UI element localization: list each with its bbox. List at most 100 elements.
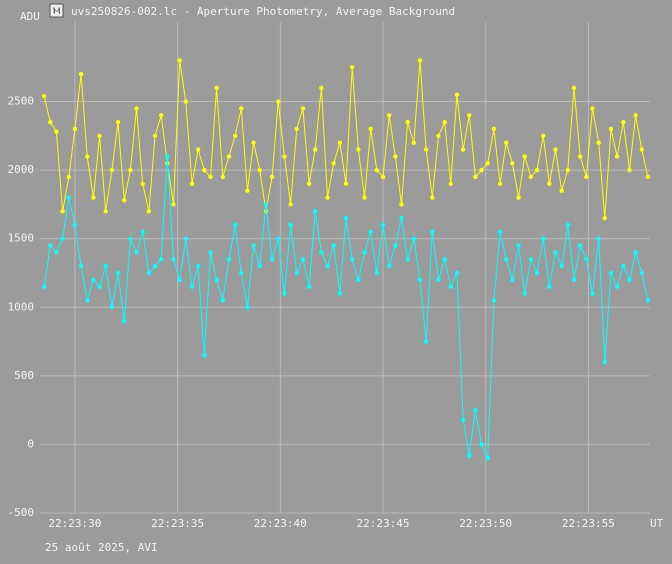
data-point	[473, 174, 478, 180]
data-point	[122, 318, 127, 324]
data-point	[313, 147, 318, 152]
data-point	[91, 195, 96, 200]
app-icon-glyph: Ⲙ	[53, 7, 61, 17]
data-point	[602, 215, 608, 221]
data-point	[257, 263, 262, 269]
data-point	[177, 58, 182, 63]
data-point	[510, 161, 515, 166]
data-point	[66, 174, 71, 180]
data-point	[78, 71, 84, 77]
data-point	[226, 154, 232, 159]
x-tick-label: 22:23:50	[459, 517, 512, 530]
data-point	[596, 140, 601, 145]
data-point	[122, 198, 127, 203]
data-point	[497, 229, 503, 235]
data-point	[430, 229, 435, 235]
x-tick-label: 22:23:55	[562, 517, 615, 530]
data-point	[269, 257, 275, 262]
data-point	[386, 263, 392, 269]
data-point	[220, 298, 225, 303]
data-point	[239, 270, 244, 276]
data-point	[140, 229, 145, 235]
data-point	[627, 277, 632, 283]
data-point	[528, 174, 534, 180]
data-point	[109, 167, 115, 173]
data-point	[590, 291, 595, 296]
data-point	[571, 277, 577, 283]
x-tick-label: 22:23:30	[48, 517, 101, 530]
data-point	[54, 250, 59, 255]
data-point	[368, 229, 373, 235]
data-point	[380, 222, 386, 228]
data-point	[226, 257, 232, 262]
data-point	[306, 284, 312, 289]
data-point	[633, 250, 638, 255]
data-point	[380, 174, 386, 180]
data-point	[454, 92, 460, 97]
y-tick-label: 500	[14, 369, 34, 382]
data-point	[103, 263, 108, 269]
data-point	[565, 167, 571, 173]
data-point	[337, 140, 343, 145]
data-point	[41, 93, 47, 99]
data-point	[288, 222, 293, 228]
data-point	[300, 257, 306, 262]
data-point	[553, 250, 558, 255]
data-point	[97, 133, 102, 139]
data-point	[331, 243, 336, 248]
data-point	[448, 181, 453, 187]
data-point	[479, 442, 484, 447]
data-point	[510, 277, 515, 283]
data-point	[319, 250, 324, 255]
data-point	[436, 133, 441, 139]
data-point	[171, 202, 176, 207]
data-point	[140, 181, 145, 187]
data-point	[214, 85, 219, 91]
data-point	[485, 161, 490, 166]
data-point	[103, 209, 108, 214]
data-point	[417, 58, 423, 63]
data-point	[627, 167, 632, 173]
data-point	[257, 167, 262, 173]
data-point	[454, 270, 460, 276]
series-line	[43, 60, 649, 219]
data-point	[399, 202, 404, 207]
data-point	[442, 119, 447, 125]
data-point	[460, 147, 466, 152]
data-point	[128, 167, 133, 173]
data-point	[559, 263, 564, 269]
data-point	[183, 99, 189, 104]
data-point	[645, 298, 651, 303]
data-point	[491, 298, 497, 303]
data-point	[251, 140, 256, 145]
data-point	[263, 209, 269, 214]
data-point	[331, 161, 336, 166]
data-point	[362, 195, 367, 200]
data-point	[85, 298, 90, 303]
data-point	[349, 65, 355, 70]
data-point	[485, 455, 490, 461]
data-point	[411, 140, 417, 145]
data-point	[405, 119, 410, 125]
data-point	[516, 243, 521, 248]
data-point	[276, 236, 281, 241]
data-point	[313, 209, 318, 214]
data-point	[577, 243, 583, 248]
data-point	[411, 236, 417, 241]
data-point	[608, 126, 614, 132]
data-point	[540, 133, 546, 139]
data-point	[245, 305, 250, 310]
data-point	[251, 243, 256, 248]
data-point	[54, 129, 59, 134]
data-point	[208, 174, 213, 180]
data-point	[590, 106, 595, 111]
data-point	[614, 284, 620, 289]
data-point	[448, 284, 453, 289]
data-point	[337, 291, 343, 296]
data-point	[276, 99, 281, 104]
data-point	[60, 209, 65, 214]
data-point	[72, 126, 78, 132]
data-point	[442, 257, 447, 262]
data-point	[528, 257, 534, 262]
